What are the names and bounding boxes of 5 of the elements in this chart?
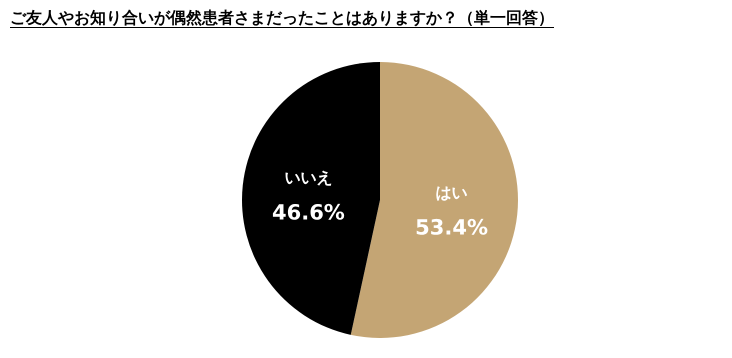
slice-label: いいえ (284, 168, 332, 187)
data-label: 53.4% (415, 216, 488, 240)
data-label: 46.6% (272, 200, 345, 224)
slice-label: はい (436, 183, 468, 202)
chart-title: ご友人やお知り合いが偶然患者さまだったことはありますか？（単一回答） (10, 8, 554, 29)
